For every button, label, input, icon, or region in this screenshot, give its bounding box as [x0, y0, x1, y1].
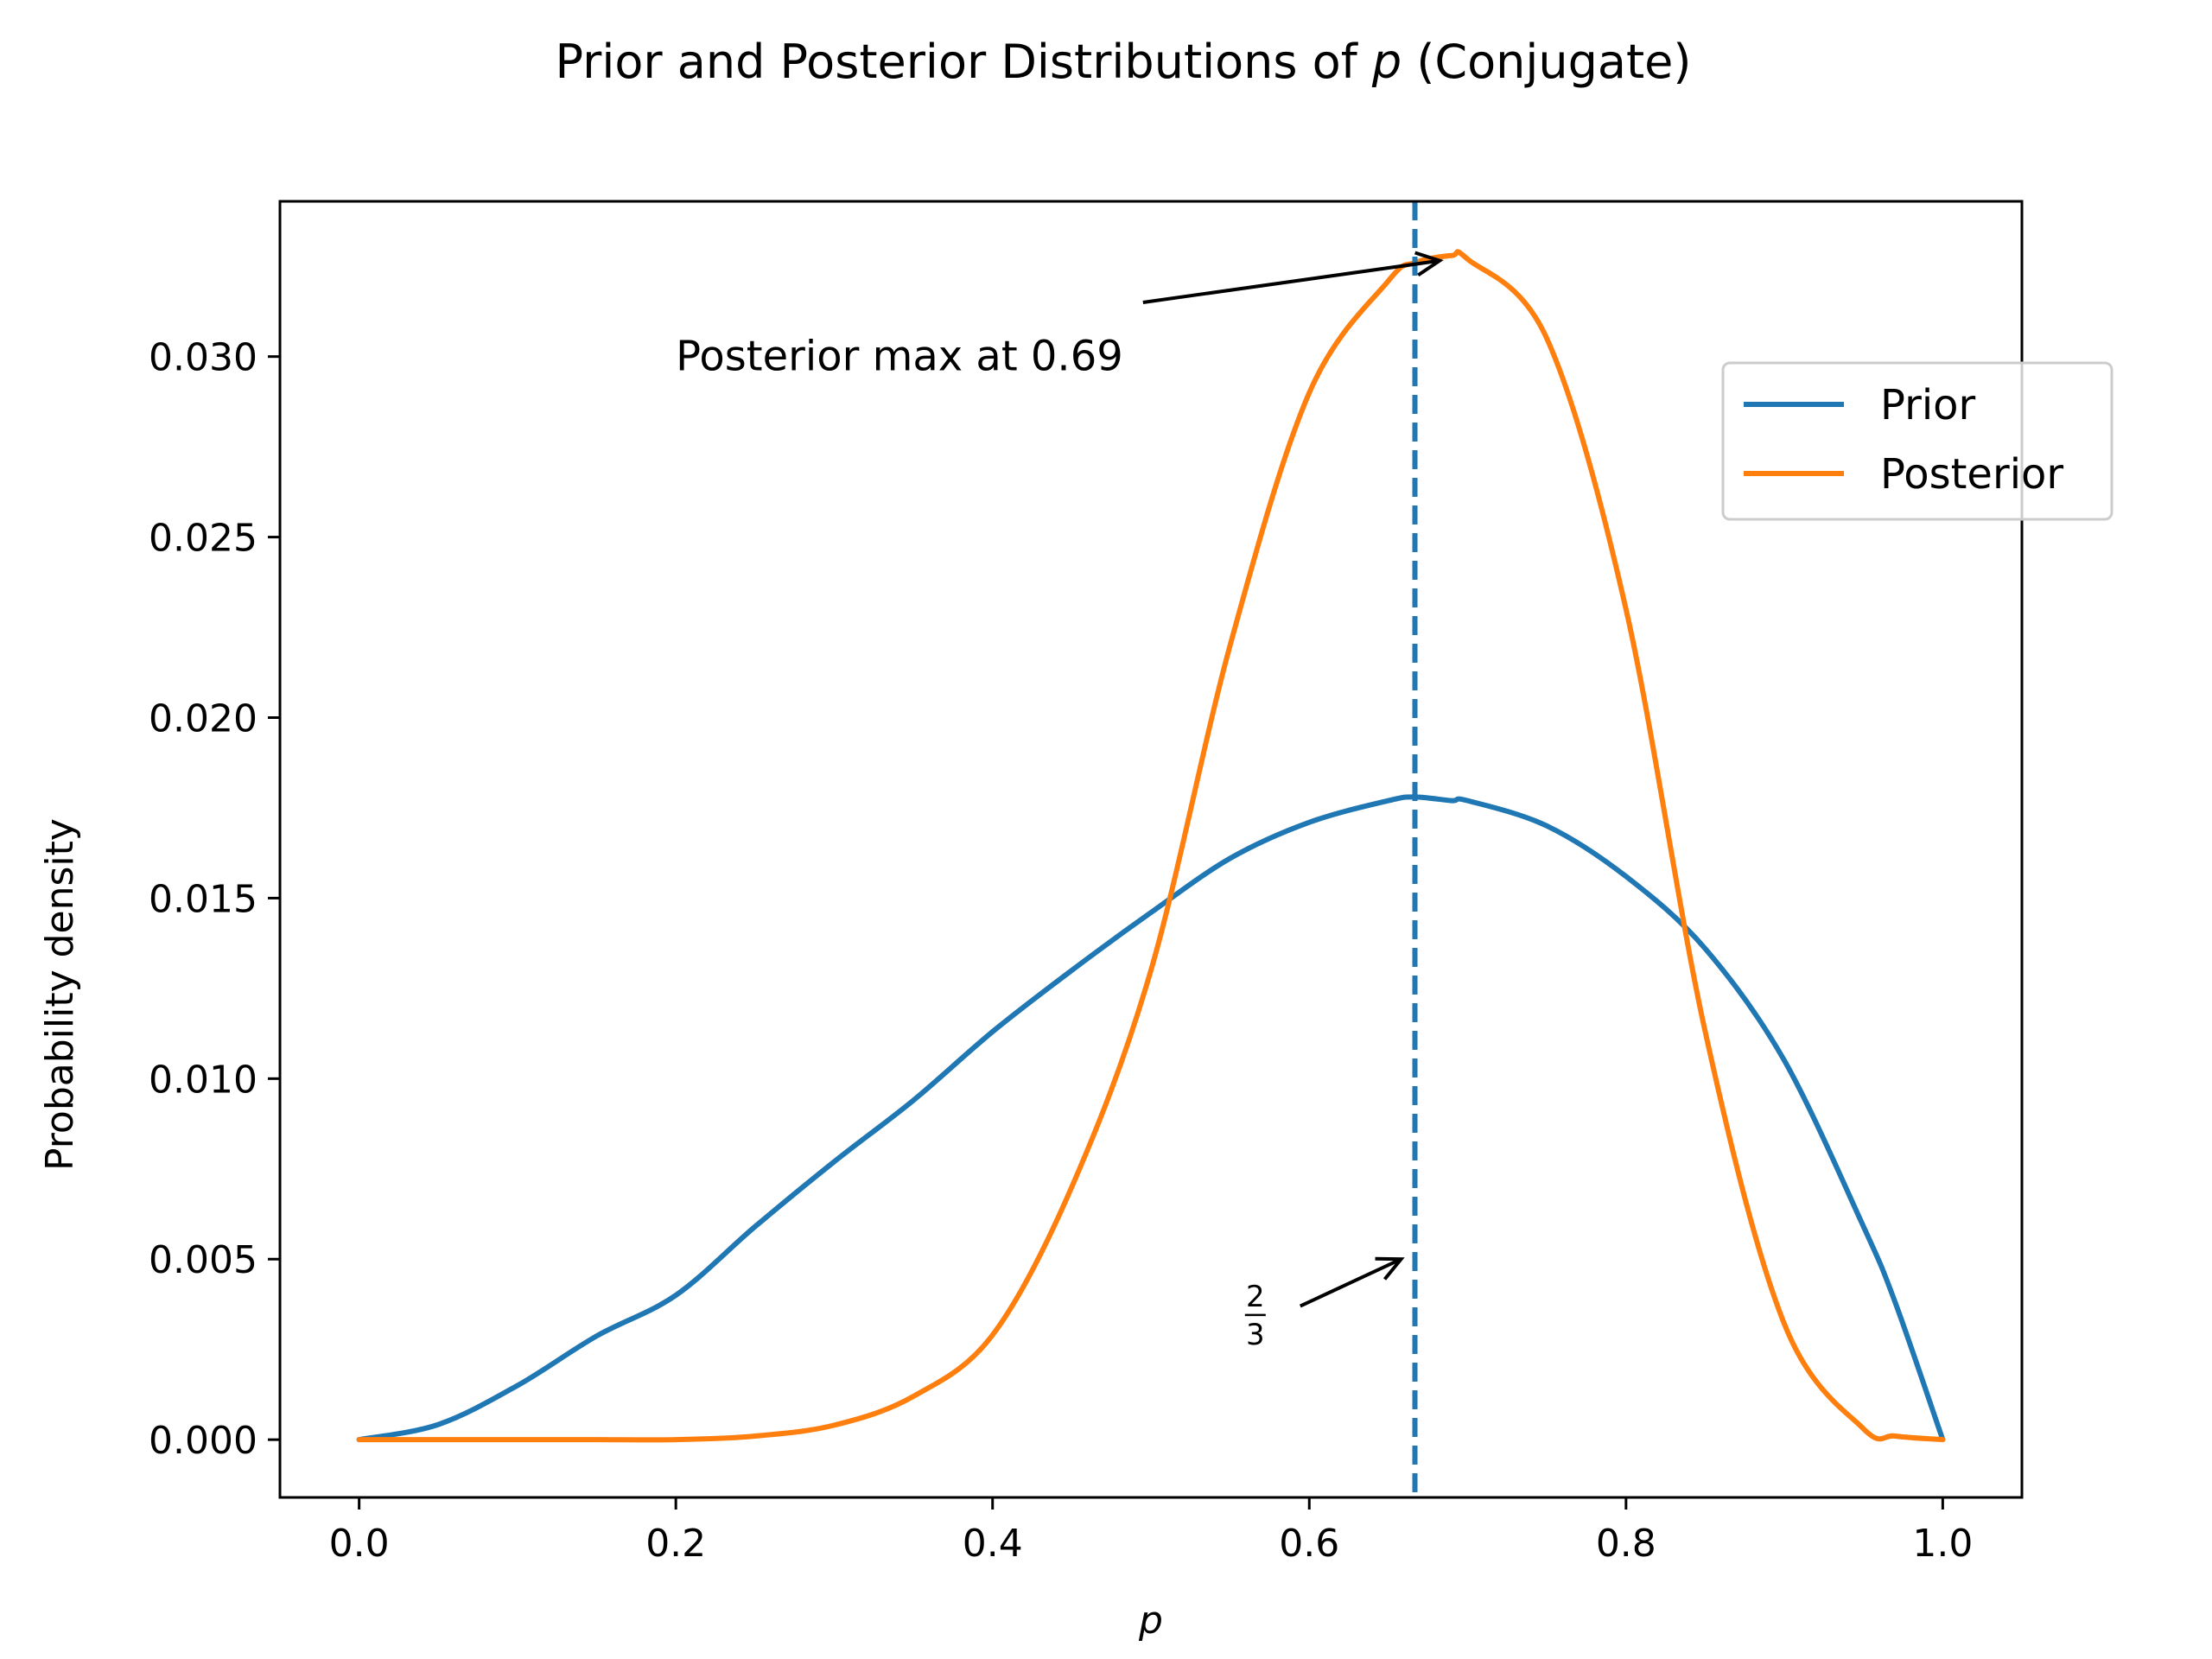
y-tick-label: 0.010 — [149, 1058, 257, 1102]
legend-label-prior: Prior — [1880, 381, 1976, 429]
plot-area — [356, 201, 1946, 1497]
y-tick-label: 0.030 — [149, 336, 257, 380]
axes: 0.0 0.2 0.4 0.6 0.8 1.0 0.000 0.005 0.010 0.015 0.… — [149, 200, 2024, 1566]
legend: Prior Posterior — [1721, 361, 2113, 521]
x-tick-label: 0.8 — [1596, 1522, 1656, 1566]
x-tick-label: 1.0 — [1912, 1522, 1973, 1566]
y-tick-label: 0.020 — [149, 696, 257, 741]
legend-label-posterior: Posterior — [1880, 450, 2063, 499]
annotation-fraction-arrow-head — [1375, 1256, 1405, 1281]
y-tick-label: 0.005 — [149, 1238, 257, 1282]
y-tick-label: 0.015 — [149, 877, 257, 921]
chart-title-prefix: Prior and Posterior Distributions of — [556, 35, 1372, 89]
y-tick-label: 0.000 — [149, 1419, 257, 1463]
y-axis-label: Probability density — [38, 818, 82, 1171]
chart-title-var: p — [1371, 35, 1402, 89]
x-axis-label: p — [1138, 1599, 1163, 1643]
y-tick-label: 0.025 — [149, 517, 257, 561]
x-tick-label: 0.6 — [1279, 1522, 1339, 1566]
annotation-fraction-denominator: 3 — [1246, 1318, 1265, 1352]
annotation-fraction-arrow-shaft — [1299, 1257, 1402, 1308]
annotations: Posterior max at 0.69 2 3 — [676, 251, 1444, 1352]
chart-title-suffix: (Conjugate) — [1402, 35, 1691, 89]
x-tick-label: 0.2 — [645, 1522, 706, 1566]
chart-title: Prior and Posterior Distributions of p (… — [556, 35, 1692, 89]
x-tick-label: 0.4 — [963, 1522, 1023, 1566]
axes-frame — [278, 200, 2024, 1499]
annotation-posterior-max-arrow-shaft — [1142, 258, 1440, 304]
annotation-posterior-max-arrow-head — [1414, 251, 1444, 277]
series-line-posterior — [356, 249, 1946, 1443]
x-tick-label: 0.0 — [329, 1522, 390, 1566]
series-line-prior — [356, 794, 1946, 1443]
annotation-posterior-max-label: Posterior max at 0.69 — [676, 333, 1123, 381]
annotation-fraction-numerator: 2 — [1246, 1280, 1265, 1314]
